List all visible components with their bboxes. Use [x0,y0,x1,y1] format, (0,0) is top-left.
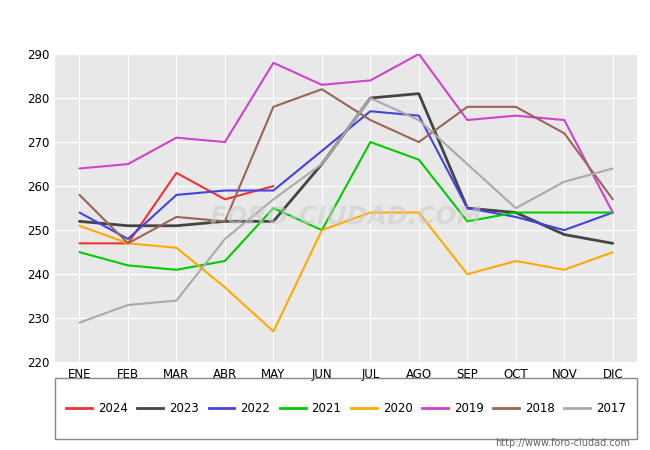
Text: FORO-CIUDAD.COM: FORO-CIUDAD.COM [210,205,482,230]
Text: http://www.foro-ciudad.com: http://www.foro-ciudad.com [495,438,630,448]
Legend: 2024, 2023, 2022, 2021, 2020, 2019, 2018, 2017: 2024, 2023, 2022, 2021, 2020, 2019, 2018… [62,398,630,418]
Text: Afiliados en Liendo a 31/5/2024: Afiliados en Liendo a 31/5/2024 [194,14,456,33]
